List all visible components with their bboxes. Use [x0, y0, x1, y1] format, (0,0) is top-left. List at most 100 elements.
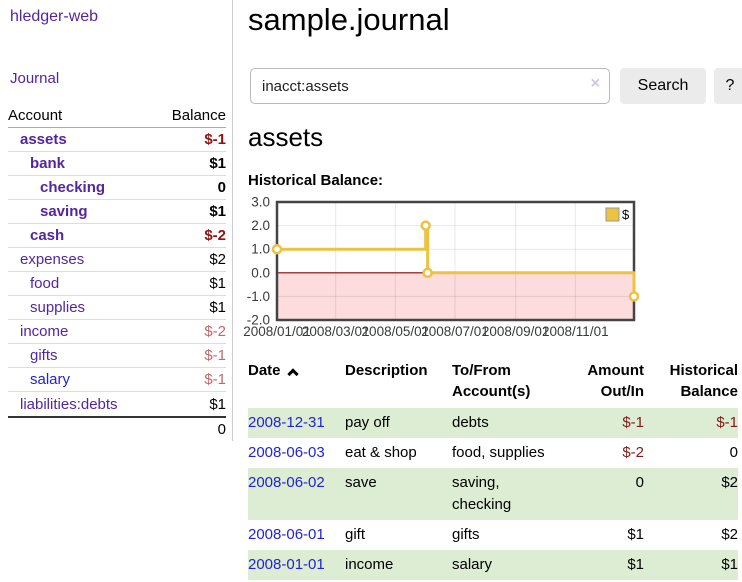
data-point-marker	[271, 243, 283, 255]
transaction-date-cell: 2008-06-01	[248, 520, 345, 550]
account-balance: $-2	[204, 227, 226, 244]
historical-balance-chart: $3.0 2.0 1.0 0.0 -1.0 -2.0 2008/01/01 2008/03/0…	[240, 195, 742, 348]
transaction-row[interactable]: 2008-01-01 income salary $1 $1	[248, 550, 738, 580]
account-link[interactable]: checking	[40, 179, 106, 196]
account-link[interactable]: liabilities:debts	[20, 395, 118, 413]
transaction-date-link[interactable]: 2008-12-31	[248, 414, 325, 431]
sidebar-account-row: assets $-1	[8, 128, 226, 152]
sidebar-account-row: salary $-1	[8, 368, 226, 392]
sidebar-account-row: saving $1	[8, 200, 226, 224]
transaction-amount: $1	[627, 526, 644, 543]
transaction-description: gift	[345, 526, 366, 543]
register-rows: 2008-12-31 pay off debts $-1 $-1 2008-06-03 ea…	[248, 408, 738, 580]
clear-search-icon[interactable]: ×	[590, 75, 600, 92]
sidebar-account-row: expenses $2	[8, 248, 226, 272]
search-bar: × Search ?	[250, 68, 742, 104]
x-tick-label: 2008/05/01	[362, 324, 430, 339]
account-heading: assets	[248, 122, 324, 152]
accounts-panel: Account Balance assets $-1 bank $1 checking 0…	[8, 104, 226, 440]
transaction-amount: 0	[635, 474, 644, 491]
account-link[interactable]: supplies	[30, 299, 86, 316]
chart-title: Historical Balance:	[248, 172, 384, 189]
transaction-row[interactable]: 2008-12-31 pay off debts $-1 $-1	[248, 408, 738, 438]
y-tick-label: 0.0	[251, 265, 270, 280]
register-table: Date Description To/From Account(s) Amou…	[248, 360, 738, 580]
column-header-date[interactable]: Date	[248, 360, 345, 408]
x-tick-label: 2008/11/01	[542, 324, 609, 339]
total-balance: 0	[217, 420, 226, 438]
transaction-amount: $1	[627, 556, 644, 573]
account-balance: $1	[209, 155, 226, 172]
nav-journal-link[interactable]: Journal	[10, 70, 60, 87]
account-link[interactable]: salary	[30, 371, 71, 388]
y-tick-label: 3.0	[251, 195, 270, 210]
account-link[interactable]: income	[20, 323, 69, 340]
transaction-date-cell: 2008-06-03	[248, 438, 345, 468]
account-balance: $1	[209, 203, 226, 220]
account-balance: $1	[209, 395, 226, 413]
x-tick-label: 2008/09/01	[482, 324, 550, 339]
brand-link[interactable]: hledger-web	[10, 8, 99, 25]
transaction-date-link[interactable]: 2008-06-02	[248, 474, 325, 491]
transaction-balance: $2	[721, 474, 738, 491]
transaction-accounts: salary	[452, 556, 493, 573]
account-link[interactable]: bank	[30, 155, 66, 172]
transaction-date-link[interactable]: 2008-06-03	[248, 444, 325, 461]
transaction-description: income	[345, 556, 394, 573]
transaction-balance: $-1	[716, 414, 738, 431]
y-tick-label: 2.0	[251, 218, 270, 233]
data-point-marker	[420, 220, 431, 231]
sidebar-account-row: gifts $-1	[8, 344, 226, 368]
transaction-date-link[interactable]: 2008-06-01	[248, 526, 325, 543]
transaction-row[interactable]: 2008-06-02 save saving, checking 0 $2	[248, 468, 738, 520]
transaction-amount: $-2	[622, 444, 644, 461]
sidebar-account-row: checking 0	[8, 176, 226, 200]
column-header-accounts: To/From Account(s)	[452, 362, 531, 400]
column-header-description: Description	[345, 362, 428, 379]
accounts-total-row: 0	[8, 416, 226, 440]
transaction-accounts: saving, checking	[452, 474, 512, 513]
account-link[interactable]: expenses	[20, 251, 85, 268]
account-link[interactable]: cash	[30, 227, 65, 244]
account-balance: $1	[209, 275, 226, 292]
transaction-amount: $-1	[622, 414, 644, 431]
y-tick-label: 1.0	[251, 242, 270, 257]
account-balance: 0	[217, 179, 226, 196]
sidebar-account-row: bank $1	[8, 152, 226, 176]
transaction-row[interactable]: 2008-06-03 eat & shop food, supplies $-2 0	[248, 438, 738, 468]
account-link[interactable]: gifts	[30, 347, 58, 364]
search-input[interactable]	[250, 68, 610, 104]
search-button[interactable]: Search	[620, 68, 706, 104]
account-link[interactable]: food	[30, 275, 60, 292]
sidebar-account-row: cash $-2	[8, 224, 226, 248]
y-tick-label: -2.0	[247, 313, 270, 328]
y-tick-label: -1.0	[247, 289, 270, 304]
help-button[interactable]: ?	[714, 68, 742, 104]
legend-swatch	[605, 207, 620, 222]
data-point-marker	[422, 267, 433, 279]
transaction-balance: 0	[729, 444, 738, 461]
sidebar-accounts: assets $-1 bank $1 checking 0 saving $1 cash $-2 e…	[8, 128, 226, 416]
sidebar-account-row: liabilities:debts $1	[8, 392, 226, 416]
transaction-date-cell: 2008-01-01	[248, 550, 345, 580]
data-point-marker	[628, 291, 640, 302]
sidebar-account-row: supplies $1	[8, 296, 226, 320]
account-link[interactable]: saving	[40, 203, 88, 220]
transaction-accounts: food, supplies	[452, 444, 545, 461]
transaction-date-link[interactable]: 2008-01-01	[248, 556, 325, 573]
account-link[interactable]: assets	[20, 131, 67, 148]
transaction-accounts: gifts	[452, 526, 480, 543]
sort-ascending-icon	[286, 368, 299, 380]
transaction-row[interactable]: 2008-06-01 gift gifts $1 $2	[248, 520, 738, 550]
main-content: sample.journal × Search ? assets Histori…	[243, 0, 742, 582]
account-balance: $-1	[204, 371, 226, 388]
transaction-accounts: debts	[452, 414, 489, 431]
transaction-description: eat & shop	[345, 444, 417, 461]
transaction-balance: $1	[721, 556, 738, 573]
transaction-date-cell: 2008-06-02	[248, 468, 345, 520]
sidebar-account-row: food $1	[8, 272, 226, 296]
transaction-description: pay off	[345, 414, 390, 431]
accounts-header-row: Account Balance	[8, 104, 226, 128]
transaction-date-cell: 2008-12-31	[248, 408, 345, 438]
